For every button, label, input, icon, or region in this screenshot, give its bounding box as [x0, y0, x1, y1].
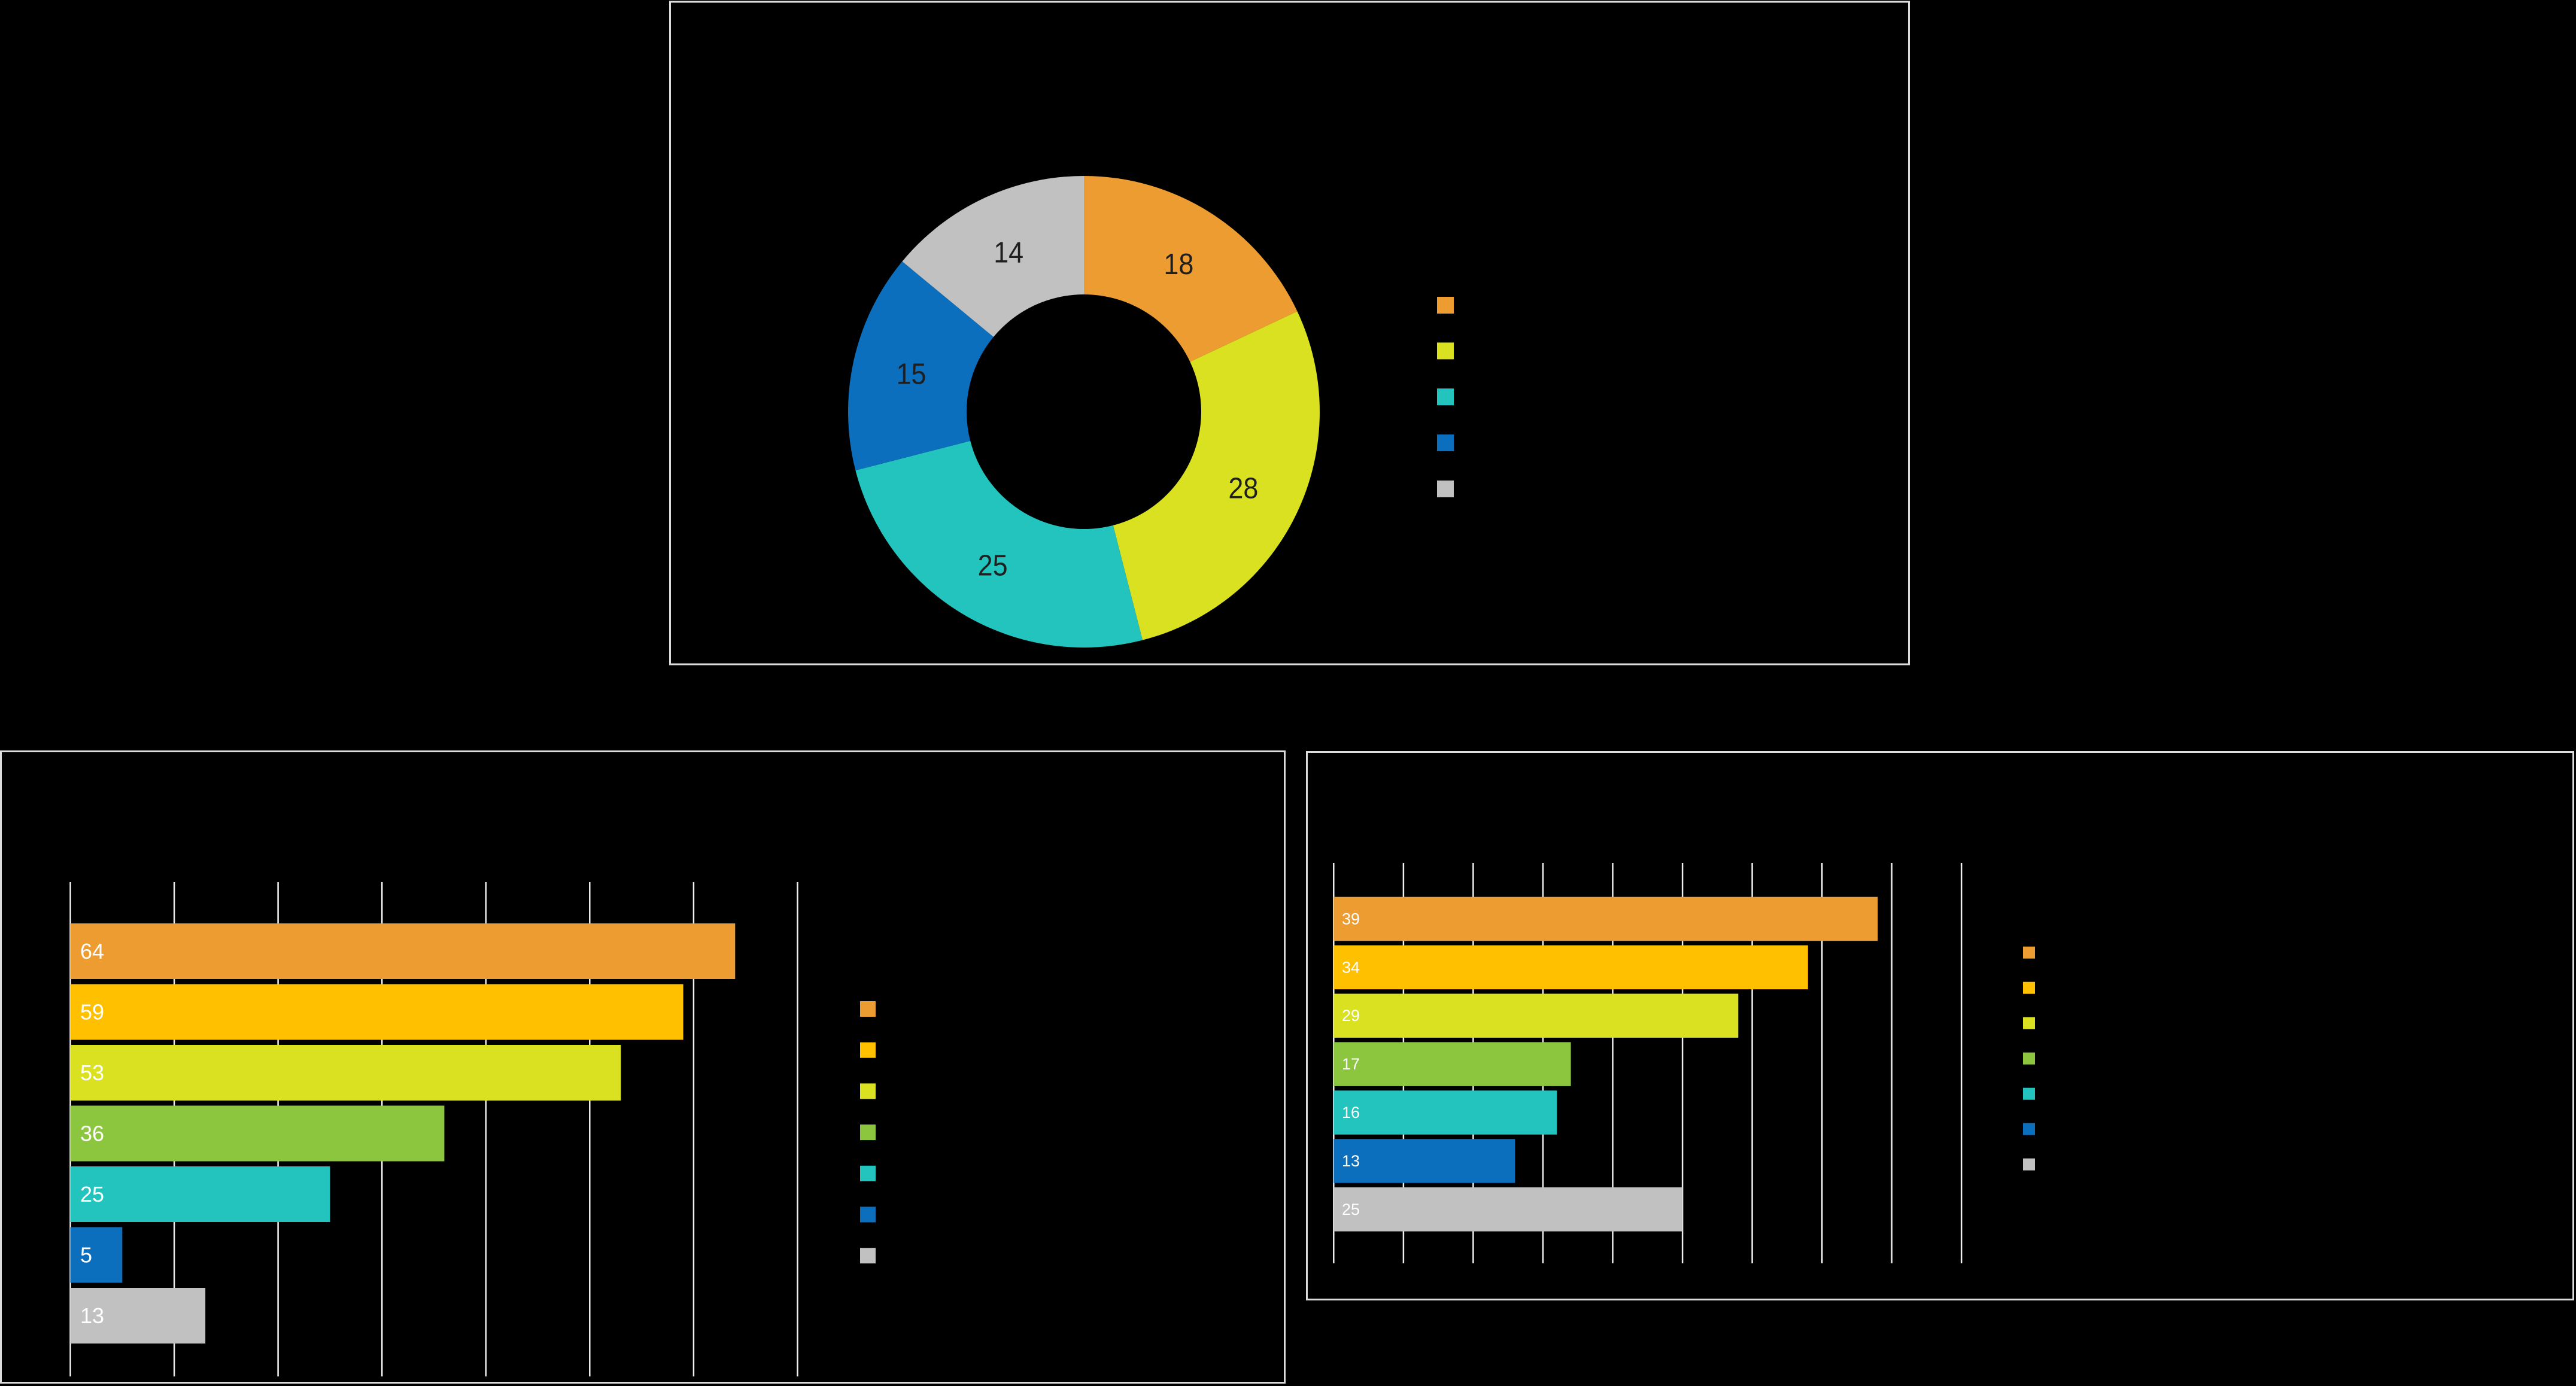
svg-text:25: 25 [978, 550, 1008, 582]
svg-text:18: 18 [1164, 248, 1193, 281]
svg-text:39: 39 [1342, 910, 1360, 928]
svg-text:29: 29 [1342, 1007, 1360, 1025]
svg-text:5: 5 [80, 1243, 92, 1268]
svg-text:53: 53 [80, 1060, 104, 1085]
svg-text:13: 13 [1342, 1152, 1360, 1170]
svg-text:14: 14 [994, 236, 1023, 269]
svg-text:13: 13 [80, 1303, 104, 1328]
svg-text:36: 36 [80, 1121, 104, 1146]
svg-text:64: 64 [80, 939, 104, 963]
svg-text:59: 59 [80, 1000, 104, 1025]
svg-text:17: 17 [1342, 1055, 1360, 1073]
svg-text:28: 28 [1228, 473, 1258, 505]
svg-text:15: 15 [897, 358, 926, 391]
svg-text:34: 34 [1342, 958, 1360, 976]
svg-text:25: 25 [80, 1182, 104, 1206]
svg-text:16: 16 [1342, 1104, 1360, 1121]
svg-text:25: 25 [1342, 1200, 1360, 1218]
